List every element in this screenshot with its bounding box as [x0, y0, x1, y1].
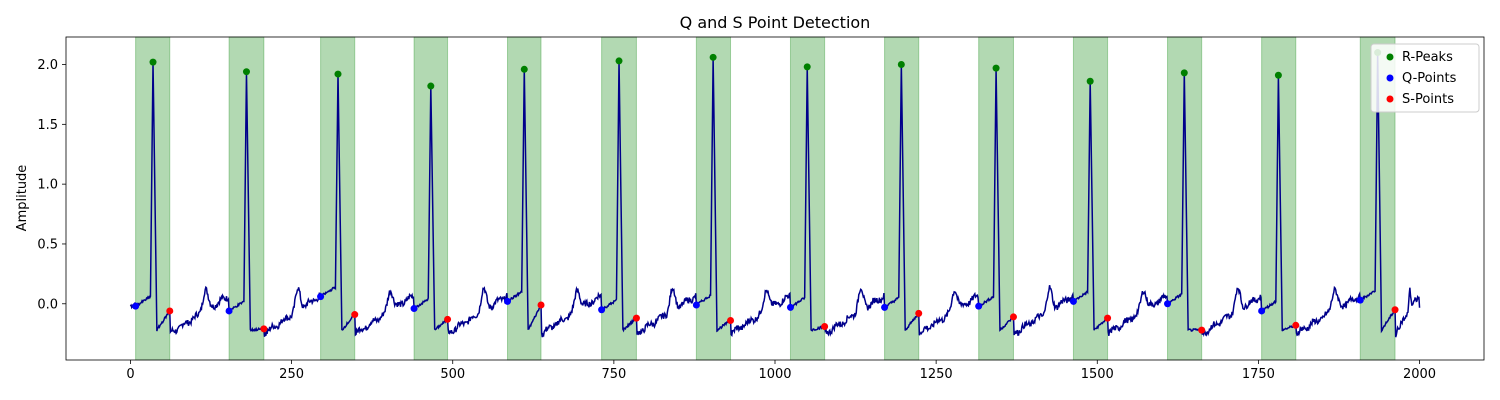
r-peak-4 [427, 82, 435, 90]
r-peak-1 [149, 58, 157, 66]
r-peak-11 [1086, 77, 1094, 85]
s-point-9 [915, 309, 923, 317]
q-point-13 [1258, 307, 1266, 315]
legend-marker-r-peaks [1386, 53, 1394, 61]
q-point-2 [225, 307, 233, 315]
q-point-8 [786, 303, 794, 311]
y-tick-label: 2.0 [37, 58, 58, 73]
legend-label-s-points: S-Points [1402, 92, 1454, 107]
s-point-11 [1104, 314, 1112, 322]
y-tick-label: 1.0 [37, 178, 58, 193]
y-tick-label: 0.5 [37, 237, 58, 252]
r-peak-6 [615, 57, 623, 65]
legend-box [1370, 43, 1480, 113]
q-point-11 [1069, 297, 1077, 305]
q-point-4 [410, 305, 418, 313]
q-point-5 [504, 297, 512, 305]
legend-marker-s-points [1386, 95, 1394, 103]
s-point-5 [537, 301, 545, 309]
r-peak-5 [520, 65, 528, 73]
x-tick-label: 1250 [920, 367, 953, 382]
s-point-6 [632, 314, 640, 322]
s-point-13 [1292, 321, 1300, 329]
r-peak-12 [1180, 69, 1188, 77]
x-tick-label: 2000 [1403, 367, 1436, 382]
x-tick-label: 500 [440, 367, 465, 382]
q-point-9 [881, 303, 889, 311]
y-axis: 0.0 0.5 1.0 1.5 2.0 [37, 58, 66, 312]
x-tick-label: 750 [601, 367, 626, 382]
s-point-7 [727, 317, 735, 325]
r-peak-2 [242, 68, 250, 76]
s-point-14 [1391, 306, 1399, 314]
x-tick-label: 0 [126, 367, 134, 382]
q-point-7 [692, 301, 700, 309]
legend-marker-q-points [1386, 74, 1394, 82]
s-point-10 [1009, 313, 1017, 321]
q-point-14 [1356, 296, 1364, 304]
q-point-3 [317, 293, 325, 301]
x-tick-label: 250 [279, 367, 304, 382]
r-peak-10 [992, 64, 1000, 72]
s-point-4 [444, 315, 452, 323]
legend-label-q-points: Q-Points [1402, 71, 1457, 86]
q-point-12 [1164, 300, 1172, 308]
x-tick-label: 1000 [758, 367, 791, 382]
legend-label-r-peaks: R-Peaks [1402, 50, 1453, 65]
s-point-12 [1198, 326, 1206, 334]
s-point-3 [351, 311, 359, 319]
s-point-2 [260, 325, 268, 333]
r-peak-3 [334, 70, 342, 78]
y-axis-label: Amplitude [15, 165, 30, 232]
s-point-1 [166, 307, 174, 315]
y-tick-label: 0.0 [37, 297, 58, 312]
s-point-8 [821, 323, 829, 331]
r-peak-13 [1274, 71, 1282, 79]
r-peak-7 [709, 53, 717, 61]
r-peak-9 [897, 61, 905, 69]
x-tick-label: 1500 [1081, 367, 1114, 382]
x-tick-label: 1750 [1242, 367, 1275, 382]
q-point-10 [975, 302, 983, 310]
x-axis: 0 250 500 750 1000 1250 1500 1750 2000 [126, 360, 1436, 382]
legend: R-Peaks Q-Points S-Points [1370, 43, 1480, 113]
qrs-regions [135, 36, 1396, 361]
qrs-region-4 [413, 36, 449, 361]
chart-title: Q and S Point Detection [680, 13, 871, 32]
q-point-1 [132, 302, 140, 310]
q-point-6 [598, 306, 606, 314]
y-tick-label: 1.5 [37, 118, 58, 133]
r-peak-8 [803, 63, 811, 71]
